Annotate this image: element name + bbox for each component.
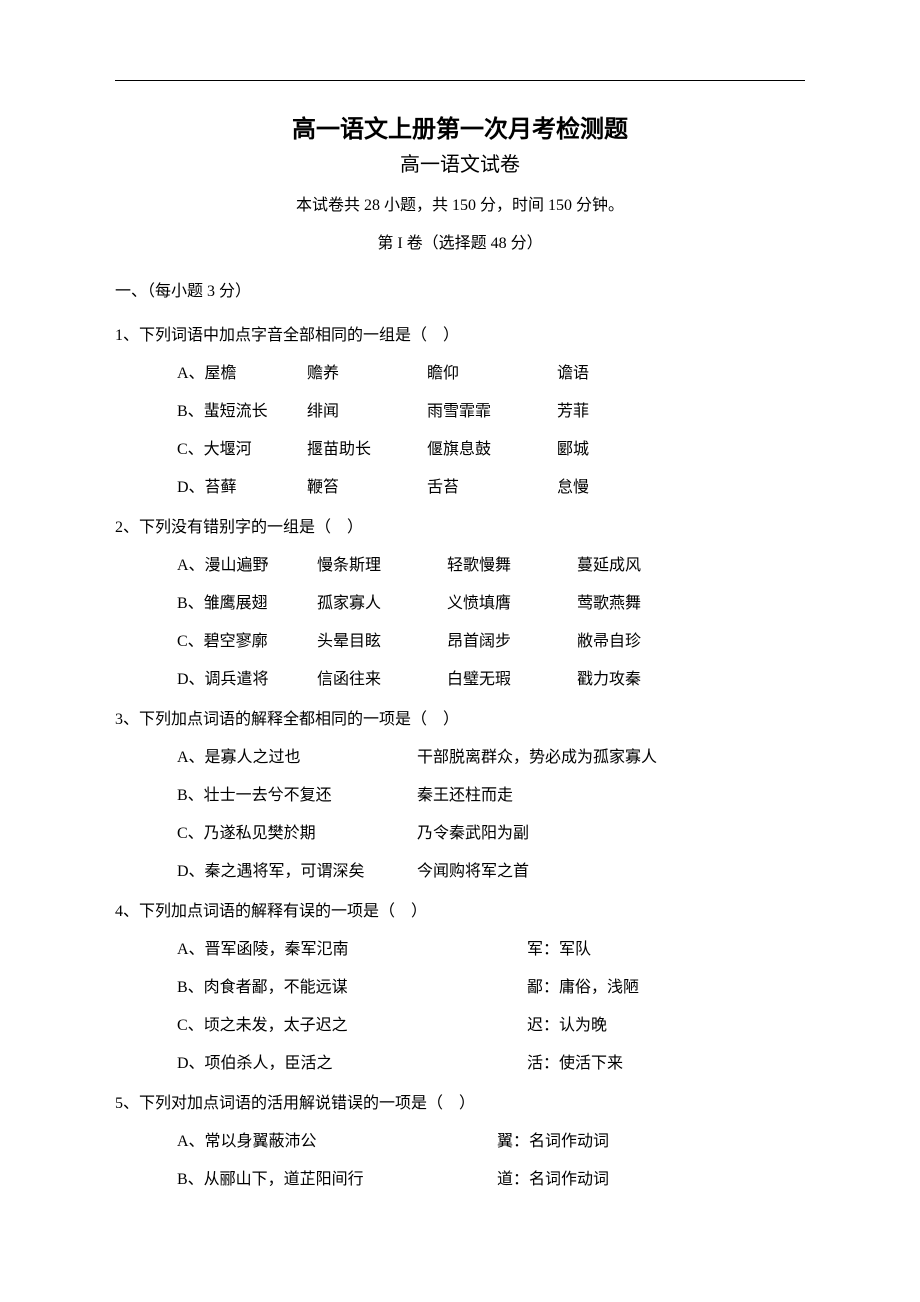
option-cell: 偃旗息鼓 (427, 435, 557, 459)
option-cell: 迟：认为晚 (527, 1011, 727, 1035)
option-cell: B、蜚短流长 (177, 397, 307, 421)
sub-title: 高一语文试卷 (115, 148, 805, 177)
option-cell: B、雏鹰展翅 (177, 589, 317, 613)
option-cell: A、屋檐 (177, 359, 307, 383)
question-stem: 1、下列词语中加点字音全部相同的一组是（ ） (115, 321, 805, 345)
option-row: D、秦之遇将军，可谓深矣 今闻购将军之首 (115, 857, 805, 881)
option-row: B、从郦山下，道芷阳间行 道：名词作动词 (115, 1165, 805, 1189)
option-cell: 芳菲 (557, 397, 677, 421)
option-cell: 翼：名词作动词 (497, 1127, 697, 1151)
option-cell: 舌苔 (427, 473, 557, 497)
option-cell: 谵语 (557, 359, 677, 383)
option-cell: D、项伯杀人，臣活之 (177, 1049, 527, 1073)
section-header: 一、（每小题 3 分） (115, 277, 805, 301)
question-stem: 5、下列对加点词语的活用解说错误的一项是（ ） (115, 1089, 805, 1113)
option-cell: 怠慢 (557, 473, 677, 497)
option-row: C、碧空寥廓 头晕目眩 昂首阔步 敝帚自珍 (115, 627, 805, 651)
option-row: D、苔藓 鞭笞 舌苔 怠慢 (115, 473, 805, 497)
option-cell: B、壮士一去兮不复还 (177, 781, 417, 805)
option-cell: 军：军队 (527, 935, 727, 959)
question-1: 1、下列词语中加点字音全部相同的一组是（ ） A、屋檐 赡养 瞻仰 谵语 B、蜚… (115, 321, 805, 497)
option-row: A、常以身翼蔽沛公 翼：名词作动词 (115, 1127, 805, 1151)
question-4: 4、下列加点词语的解释有误的一项是（ ） A、晋军函陵，秦军氾南 军：军队 B、… (115, 897, 805, 1073)
option-cell: 道：名词作动词 (497, 1165, 697, 1189)
option-row: B、蜚短流长 绯闻 雨雪霏霏 芳菲 (115, 397, 805, 421)
question-stem: 4、下列加点词语的解释有误的一项是（ ） (115, 897, 805, 921)
option-row: C、大堰河 揠苗助长 偃旗息鼓 郾城 (115, 435, 805, 459)
option-cell: 干部脱离群众，势必成为孤家寡人 (417, 743, 717, 767)
option-cell: 雨雪霏霏 (427, 397, 557, 421)
question-3: 3、下列加点词语的解释全都相同的一项是（ ） A、是寡人之过也 干部脱离群众，势… (115, 705, 805, 881)
option-cell: 敝帚自珍 (577, 627, 697, 651)
option-cell: C、碧空寥廓 (177, 627, 317, 651)
option-cell: 瞻仰 (427, 359, 557, 383)
question-5: 5、下列对加点词语的活用解说错误的一项是（ ） A、常以身翼蔽沛公 翼：名词作动… (115, 1089, 805, 1189)
option-cell: 戳力攻秦 (577, 665, 697, 689)
option-row: C、顷之未发，太子迟之 迟：认为晚 (115, 1011, 805, 1035)
option-cell: A、是寡人之过也 (177, 743, 417, 767)
option-cell: 轻歌慢舞 (447, 551, 577, 575)
part-line: 第 I 卷（选择题 48 分） (115, 229, 805, 253)
option-cell: C、乃遂私见樊於期 (177, 819, 417, 843)
option-row: A、屋檐 赡养 瞻仰 谵语 (115, 359, 805, 383)
option-cell: 鄙：庸俗，浅陋 (527, 973, 727, 997)
question-stem: 3、下列加点词语的解释全都相同的一项是（ ） (115, 705, 805, 729)
option-cell: B、肉食者鄙，不能远谋 (177, 973, 527, 997)
option-cell: 今闻购将军之首 (417, 857, 717, 881)
option-cell: D、秦之遇将军，可谓深矣 (177, 857, 417, 881)
info-line: 本试卷共 28 小题，共 150 分，时间 150 分钟。 (115, 191, 805, 215)
option-row: B、壮士一去兮不复还 秦王还柱而走 (115, 781, 805, 805)
option-cell: C、顷之未发，太子迟之 (177, 1011, 527, 1035)
option-cell: 赡养 (307, 359, 427, 383)
main-title: 高一语文上册第一次月考检测题 (115, 109, 805, 144)
question-stem: 2、下列没有错别字的一组是（ ） (115, 513, 805, 537)
top-divider (115, 80, 805, 81)
option-cell: C、大堰河 (177, 435, 307, 459)
option-cell: 义愤填膺 (447, 589, 577, 613)
option-cell: D、苔藓 (177, 473, 307, 497)
option-cell: 揠苗助长 (307, 435, 427, 459)
option-cell: 乃令秦武阳为副 (417, 819, 717, 843)
option-cell: 秦王还柱而走 (417, 781, 717, 805)
option-cell: D、调兵遣将 (177, 665, 317, 689)
option-cell: 蔓延成风 (577, 551, 697, 575)
option-cell: 鞭笞 (307, 473, 427, 497)
option-cell: B、从郦山下，道芷阳间行 (177, 1165, 497, 1189)
option-cell: 活：使活下来 (527, 1049, 727, 1073)
option-cell: 孤家寡人 (317, 589, 447, 613)
option-row: D、调兵遣将 信函往来 白璧无瑕 戳力攻秦 (115, 665, 805, 689)
option-cell: 莺歌燕舞 (577, 589, 697, 613)
option-cell: 慢条斯理 (317, 551, 447, 575)
option-cell: 白璧无瑕 (447, 665, 577, 689)
option-cell: 头晕目眩 (317, 627, 447, 651)
option-row: A、是寡人之过也 干部脱离群众，势必成为孤家寡人 (115, 743, 805, 767)
option-cell: 昂首阔步 (447, 627, 577, 651)
option-cell: 信函往来 (317, 665, 447, 689)
option-cell: 郾城 (557, 435, 677, 459)
option-row: B、雏鹰展翅 孤家寡人 义愤填膺 莺歌燕舞 (115, 589, 805, 613)
option-cell: A、漫山遍野 (177, 551, 317, 575)
option-cell: A、晋军函陵，秦军氾南 (177, 935, 527, 959)
question-2: 2、下列没有错别字的一组是（ ） A、漫山遍野 慢条斯理 轻歌慢舞 蔓延成风 B… (115, 513, 805, 689)
option-row: D、项伯杀人，臣活之 活：使活下来 (115, 1049, 805, 1073)
option-row: C、乃遂私见樊於期 乃令秦武阳为副 (115, 819, 805, 843)
option-cell: 绯闻 (307, 397, 427, 421)
option-row: A、晋军函陵，秦军氾南 军：军队 (115, 935, 805, 959)
option-row: A、漫山遍野 慢条斯理 轻歌慢舞 蔓延成风 (115, 551, 805, 575)
option-cell: A、常以身翼蔽沛公 (177, 1127, 497, 1151)
option-row: B、肉食者鄙，不能远谋 鄙：庸俗，浅陋 (115, 973, 805, 997)
